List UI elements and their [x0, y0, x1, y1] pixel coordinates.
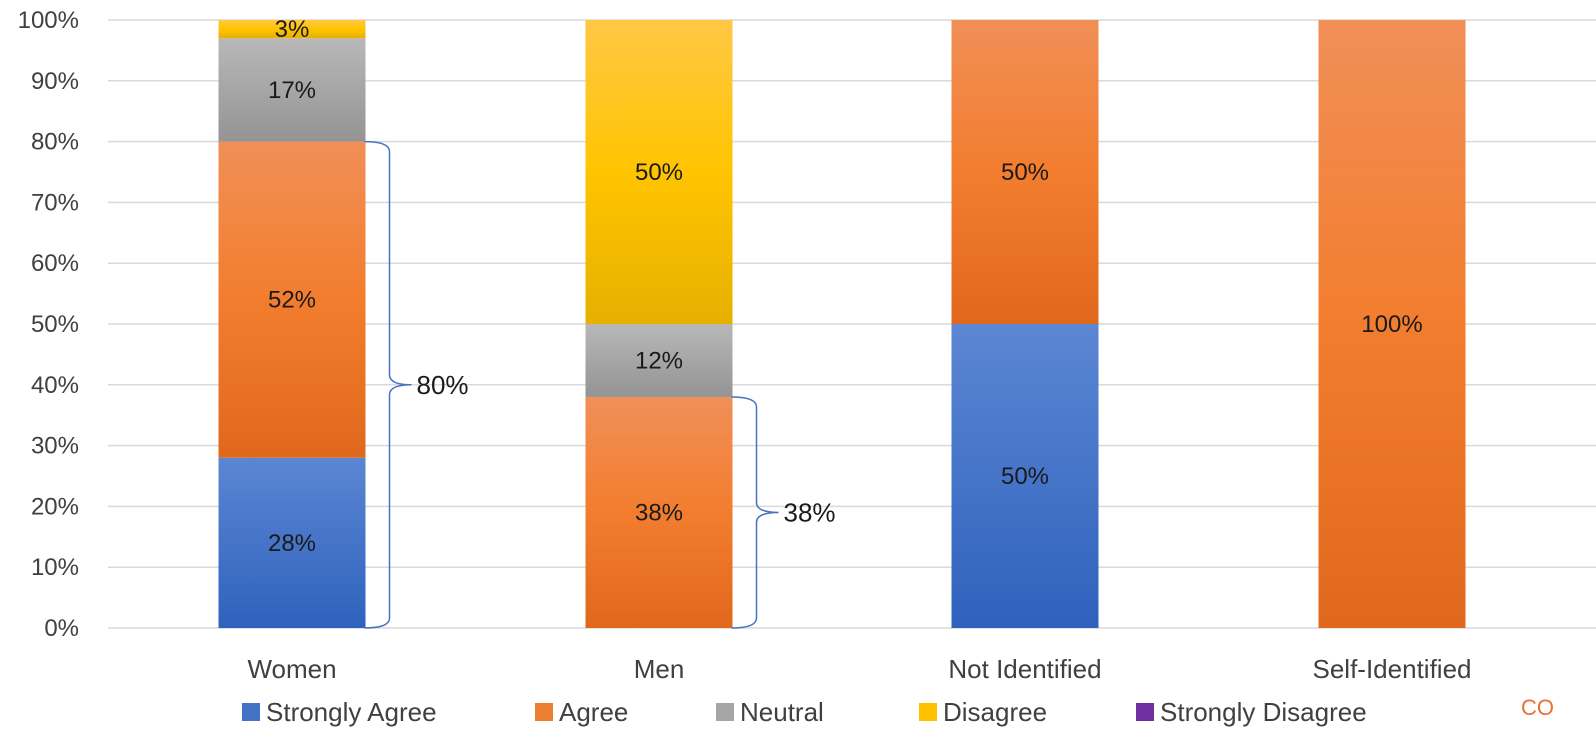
data-label: 50% [1001, 159, 1049, 186]
y-tick-label: 30% [31, 433, 79, 460]
bars [218, 20, 1466, 628]
legend-swatch [716, 703, 734, 721]
bar-segment [585, 324, 733, 397]
data-label: 12% [635, 347, 683, 374]
y-tick-label: 80% [31, 129, 79, 156]
data-label: 3% [275, 16, 310, 43]
annotation-brace [731, 396, 779, 629]
y-tick-label: 10% [31, 554, 79, 581]
y-tick-label: 0% [44, 615, 79, 642]
bar-segment [585, 396, 733, 628]
bar-segment [218, 20, 366, 39]
data-label: 52% [268, 287, 316, 314]
x-tick-label: Women [247, 654, 336, 684]
bar-segment [218, 141, 366, 458]
legend-swatch [242, 703, 260, 721]
data-label: 50% [1001, 463, 1049, 490]
legend-label: Strongly Disagree [1160, 697, 1367, 727]
annotation-label: 38% [784, 497, 836, 527]
y-axis: 0% 10% 20% 30% 40% 50% 60% 70% 80% 90% 100% [18, 7, 79, 642]
y-tick-label: 20% [31, 493, 79, 520]
data-label: 38% [635, 499, 683, 526]
data-label: 100% [1361, 311, 1422, 338]
logo-text: CO [1521, 695, 1554, 720]
y-tick-label: 100% [18, 7, 79, 34]
x-axis: Women Men Not Identified Self-Identified [247, 654, 1471, 684]
bar-segment [951, 324, 1099, 628]
legend-label: Neutral [740, 697, 824, 727]
legend-swatch [919, 703, 937, 721]
bar-segment [585, 20, 733, 324]
data-label: 17% [268, 77, 316, 104]
annotation-label: 80% [417, 370, 469, 400]
y-tick-label: 90% [31, 68, 79, 95]
y-tick-label: 60% [31, 250, 79, 277]
bar-segment [951, 20, 1099, 324]
legend-label: Agree [559, 697, 628, 727]
x-tick-label: Not Identified [948, 654, 1101, 684]
x-tick-label: Men [634, 654, 685, 684]
data-label: 28% [268, 530, 316, 557]
y-tick-label: 70% [31, 189, 79, 216]
legend-swatch [1136, 703, 1154, 721]
bar-segment [218, 457, 366, 628]
x-tick-label: Self-Identified [1313, 654, 1472, 684]
legend-label: Disagree [943, 697, 1047, 727]
y-tick-label: 40% [31, 372, 79, 399]
bar-segment [1318, 20, 1466, 628]
data-label: 50% [635, 159, 683, 186]
y-tick-label: 50% [31, 311, 79, 338]
legend-label: Strongly Agree [266, 697, 437, 727]
annotation-brace [364, 140, 412, 629]
data-labels: 28% 52% 17% 3% 38% 12% 50% 50% 50% 100% [268, 16, 1423, 557]
legend-swatch [535, 703, 553, 721]
bar-segment [218, 38, 366, 142]
annotations: 80% 38% [364, 140, 836, 629]
legend: Strongly Agree Agree Neutral Disagree Strong… [242, 697, 1367, 727]
